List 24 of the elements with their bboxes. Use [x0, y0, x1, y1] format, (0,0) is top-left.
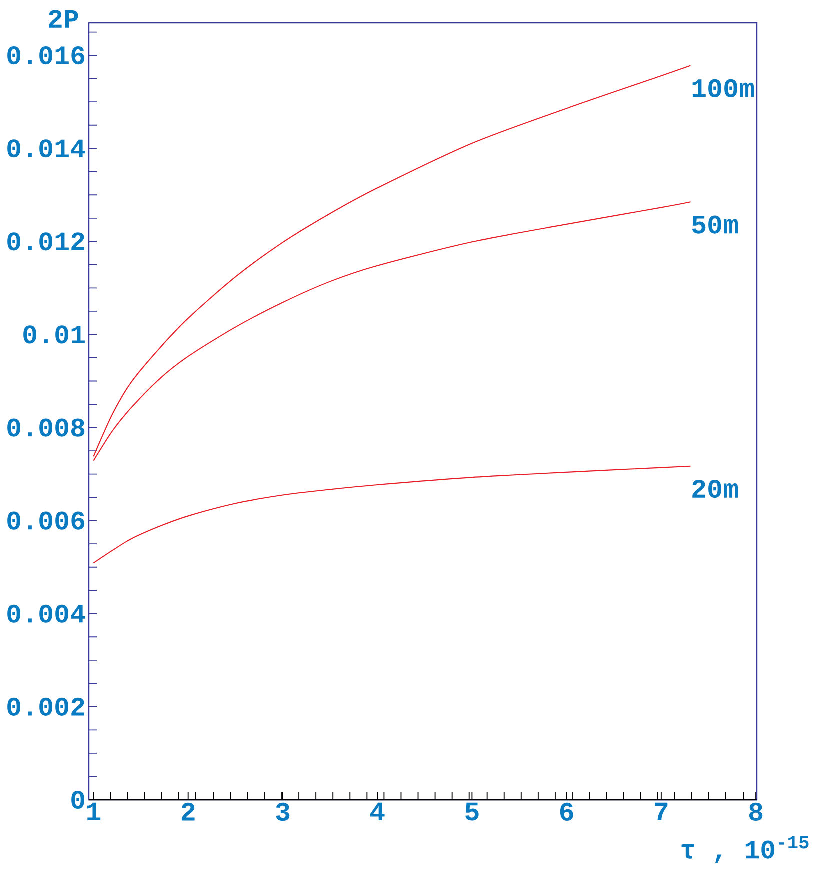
y-tick-label: 0.014	[8, 140, 86, 158]
y-axis-title: 2P	[49, 10, 78, 28]
series-label: 50m	[692, 216, 738, 234]
x-tick-label: 8	[749, 802, 763, 822]
y-tick-label: 0.006	[8, 512, 85, 530]
y-tick-label: 0.016	[8, 46, 85, 65]
y-tick-label: 0.004	[8, 604, 86, 623]
x-tick-label: 2	[182, 802, 195, 821]
y-tick-label: 0	[72, 790, 85, 810]
y-tick-label: 0.012	[8, 232, 84, 251]
x-tick-label: 3	[276, 802, 290, 822]
x-tick-label: 4	[370, 802, 385, 820]
series-label: 100m	[692, 79, 754, 98]
x-tick-label: 1	[88, 802, 101, 820]
y-tick-label: 0.01	[24, 326, 85, 344]
y-tick-label: 0.002	[8, 698, 84, 716]
x-tick-label: 6	[560, 802, 574, 822]
line-series	[93, 466, 692, 564]
x-tick-label: 5	[466, 802, 479, 821]
x-axis-title: τ , 10$^{-15}$	[682, 836, 809, 864]
y-tick-label: 0.008	[8, 418, 85, 437]
x-tick-label: 7	[655, 802, 668, 820]
line-series	[93, 65, 692, 458]
series-label: 20m	[692, 480, 738, 498]
